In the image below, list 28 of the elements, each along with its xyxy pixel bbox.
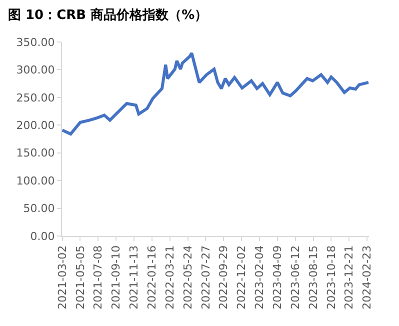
x-tick-label: 2021-05-05: [74, 245, 87, 310]
x-tick-label: 2023-12-21: [342, 245, 356, 310]
y-tick-label: 100.00: [16, 174, 55, 188]
x-tick-label: 2023-04-09: [270, 245, 284, 310]
x-tick-label: 2022-01-16: [145, 245, 158, 310]
x-tick-label: 2021-11-13: [128, 245, 141, 310]
x-tick-label: 2024-02-23: [360, 245, 374, 310]
x-tick-label: 2022-12-02: [235, 245, 248, 310]
x-tick-label: 2023-08-15: [306, 245, 320, 310]
chart-title: 图 10：CRB 商品价格指数（%）: [8, 6, 208, 23]
x-tick-label: 2022-07-27: [199, 245, 212, 310]
x-tick-label: 2023-02-04: [253, 245, 266, 310]
x-tick-label: 2021-03-02: [56, 245, 69, 310]
x-tick-label: 2023-10-18: [324, 245, 338, 310]
x-tick-label: 2022-05-24: [181, 245, 194, 310]
x-tick-label: 2023-06-12: [288, 245, 302, 310]
line-series: [62, 52, 369, 136]
x-tick-label: 2021-09-10: [110, 245, 123, 310]
y-tick-label: 50.00: [23, 202, 55, 216]
x-tick-label: 2022-09-29: [217, 245, 230, 310]
y-tick-label: 300.00: [16, 64, 55, 77]
y-tick-label: 350.00: [16, 36, 55, 49]
y-tick-label: 0.00: [30, 230, 55, 243]
y-tick-label: 150.00: [16, 146, 55, 160]
y-tick-label: 250.00: [16, 91, 55, 104]
x-tick-label: 2021-07-08: [92, 245, 105, 310]
x-tick-label: 2022-03-21: [163, 245, 176, 310]
y-tick-label: 200.00: [16, 118, 55, 132]
